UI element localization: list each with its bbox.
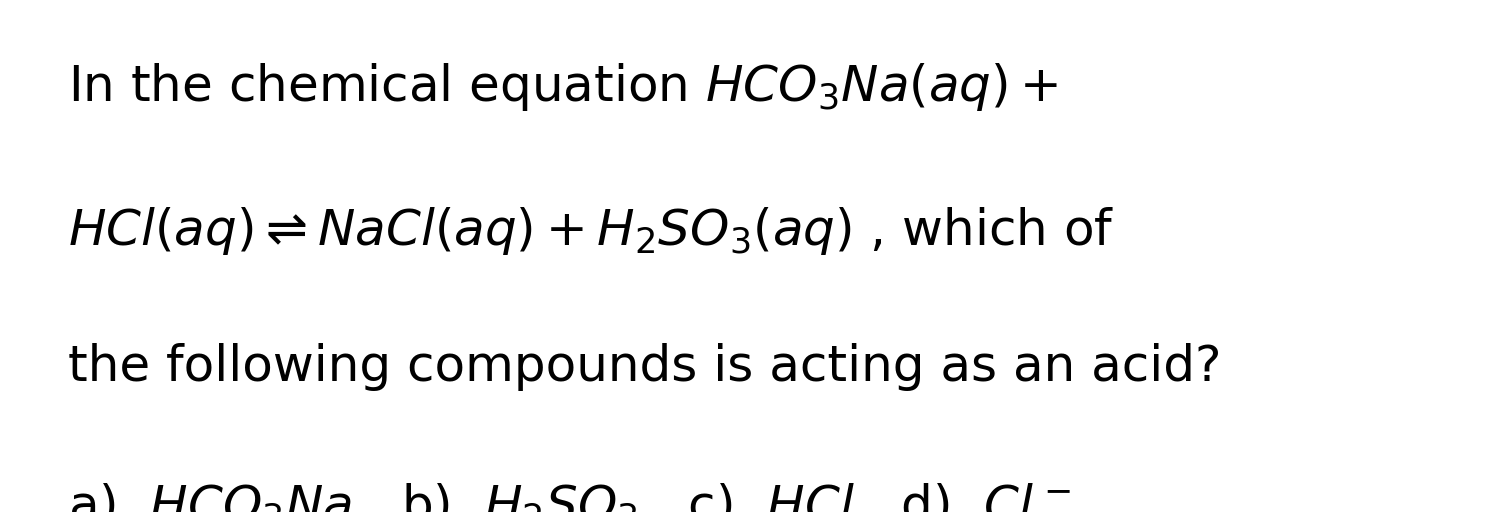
- Text: a)  $\mathit{HCO_3Na}$   b)  $\mathit{H_2SO_3}$   c)  $\mathit{HCl}$   d)  $\mat: a) $\mathit{HCO_3Na}$ b) $\mathit{H_2SO_…: [68, 481, 1070, 512]
- Text: $\mathit{HCl(aq)} \rightleftharpoons \mathit{NaCl(aq)} + \mathit{H_2SO_3(aq)}$ ,: $\mathit{HCl(aq)} \rightleftharpoons \ma…: [68, 205, 1114, 257]
- Text: In the chemical equation $\mathit{HCO_3Na(aq)} + $: In the chemical equation $\mathit{HCO_3N…: [68, 61, 1058, 114]
- Text: the following compounds is acting as an acid?: the following compounds is acting as an …: [68, 343, 1221, 391]
